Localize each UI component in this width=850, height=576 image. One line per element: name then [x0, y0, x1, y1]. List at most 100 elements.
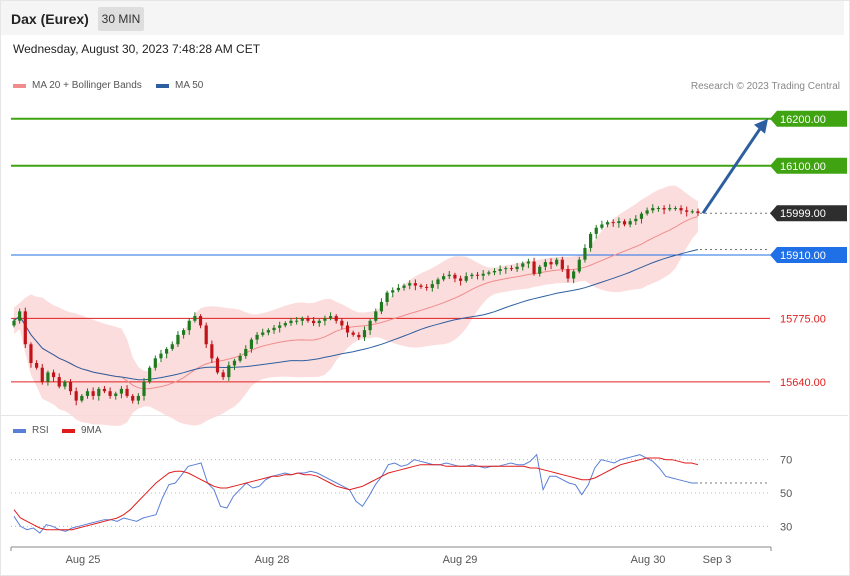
candle-body [97, 388, 101, 396]
candle-body [51, 372, 56, 378]
candle-body [436, 279, 440, 285]
candle [402, 283, 406, 291]
candle [119, 386, 124, 399]
candle [131, 394, 135, 404]
candle [12, 318, 16, 328]
candle-body [221, 372, 225, 378]
candle [63, 379, 67, 390]
candle-body [187, 320, 191, 331]
candle-body [458, 278, 463, 281]
candle-body [555, 259, 559, 265]
candle-body [611, 222, 615, 224]
candle [379, 298, 384, 315]
candle [464, 272, 468, 283]
candle-body [46, 372, 50, 382]
candle [215, 356, 220, 375]
candle-body [80, 395, 84, 401]
candle [458, 275, 463, 286]
candle [668, 204, 672, 212]
candle [176, 331, 180, 348]
level-label-support: 15640.00 [780, 377, 826, 389]
candle [487, 270, 491, 276]
candle [374, 308, 378, 323]
candle [272, 324, 276, 334]
candle [125, 385, 129, 398]
candle-body [23, 311, 27, 345]
candle [18, 308, 22, 324]
candle-body [543, 262, 547, 267]
candle-body [673, 208, 677, 210]
candle-body [176, 334, 180, 345]
candle-body [690, 211, 694, 213]
candle-body [300, 318, 304, 321]
candle-body [295, 320, 299, 322]
legend-9ma: 9MA [62, 425, 102, 436]
candle [91, 387, 95, 400]
candle [555, 257, 559, 267]
timeframe-button[interactable]: 30 MIN [98, 7, 144, 31]
candle [249, 337, 254, 353]
candle-body [170, 344, 174, 349]
candle-body [238, 355, 242, 361]
candle-body [538, 266, 542, 274]
candle [566, 265, 570, 283]
candle [679, 205, 683, 215]
bollinger-band [14, 185, 698, 426]
candle [509, 265, 514, 271]
candle-body [357, 334, 361, 338]
level-label-resistance: 16200.00 [780, 114, 826, 126]
candle [80, 394, 84, 403]
candle [362, 326, 367, 341]
candle-body [198, 316, 203, 326]
candle-body [600, 224, 604, 228]
candle [560, 256, 564, 272]
legend-ma50-swatch [156, 83, 169, 88]
candle-body [588, 233, 593, 248]
candle-body [498, 269, 502, 271]
candle-body [408, 283, 412, 286]
legend-rsi-label: RSI [32, 425, 49, 436]
level-label-last_price: 15999.00 [780, 208, 826, 220]
candle-body [85, 391, 90, 396]
x-tick-label: Aug 29 [443, 554, 478, 566]
forecast-arrow-shaft [701, 127, 762, 215]
candle-body [509, 268, 514, 270]
candle [515, 262, 519, 272]
candle-body [634, 218, 638, 222]
candle-body [605, 222, 610, 225]
candle [532, 257, 536, 276]
candle [97, 386, 101, 401]
instrument-title: Dax (Eurex) [11, 11, 89, 27]
candle-body [374, 311, 378, 321]
level-label-support: 15775.00 [780, 313, 826, 325]
candle [594, 224, 598, 239]
candle [408, 280, 412, 290]
candle [148, 365, 152, 384]
legend-ma50-label: MA 50 [175, 80, 204, 91]
candle [453, 272, 457, 283]
candle-body [549, 262, 553, 265]
candle [475, 271, 480, 280]
candle-body [521, 263, 525, 267]
candle [600, 220, 604, 230]
candle-body [63, 381, 67, 387]
candle [204, 322, 208, 348]
candle [470, 272, 474, 279]
candle-body [656, 208, 661, 210]
rsi-line [13, 453, 698, 534]
ma50-line [13, 249, 699, 381]
candle [238, 353, 242, 363]
candle-body [577, 259, 581, 272]
candle-body [526, 261, 531, 264]
candle [442, 273, 446, 282]
candle [159, 349, 163, 363]
candle [255, 332, 259, 345]
candle [549, 258, 553, 270]
candle [605, 220, 610, 228]
candle-body [91, 391, 95, 396]
candle-body [131, 395, 135, 401]
forecast-arrow-head [754, 118, 768, 134]
candle [543, 259, 547, 271]
candle-body [515, 266, 519, 270]
chart-datetime: Wednesday, August 30, 2023 7:48:28 AM CE… [13, 42, 261, 56]
